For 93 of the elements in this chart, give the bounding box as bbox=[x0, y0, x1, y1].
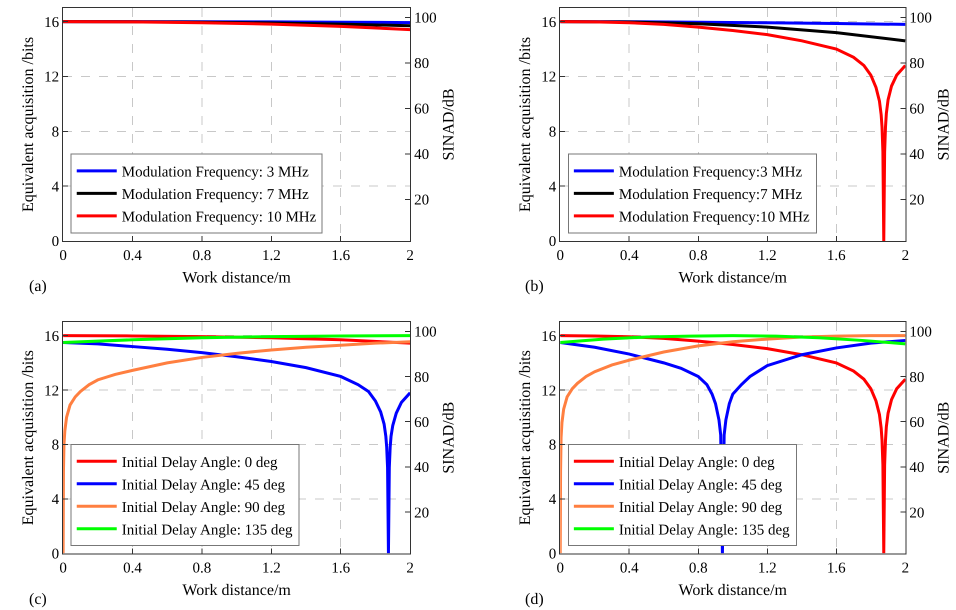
y2-tick-label: 100 bbox=[414, 10, 437, 27]
x-tick-label: 2 bbox=[406, 248, 414, 264]
y2-axis-title: SINAD/dB bbox=[440, 88, 458, 160]
y2-axis-title: SINAD/dB bbox=[936, 88, 953, 160]
x-tick-label: 1.6 bbox=[331, 248, 351, 264]
y2-tick-label: 80 bbox=[414, 370, 430, 386]
line-series bbox=[560, 334, 906, 346]
y2-tick-label: 40 bbox=[414, 460, 430, 476]
x-tick-label: 1.6 bbox=[331, 560, 351, 576]
legend-label: Modulation Frequency: 10 MHz bbox=[122, 210, 317, 226]
x-tick-label: 0.4 bbox=[620, 248, 640, 264]
x-tick-label: 0.8 bbox=[688, 248, 708, 264]
legend-label: Initial Delay Angle: 45 deg bbox=[618, 478, 783, 494]
text: (d) bbox=[525, 591, 544, 608]
y-tick-label: 8 bbox=[548, 438, 556, 454]
legend-label: Initial Delay Angle: 90 deg bbox=[618, 500, 783, 516]
text: (a) bbox=[29, 278, 47, 295]
x-tick-label: 0.4 bbox=[123, 248, 142, 264]
x-tick-label: 1.2 bbox=[262, 560, 281, 576]
x-tick-label: 1.6 bbox=[826, 248, 846, 264]
x-axis-title: Work distance/m bbox=[182, 270, 292, 287]
y2-tick-label: 40 bbox=[909, 460, 924, 476]
y-tick-label: 12 bbox=[44, 383, 60, 400]
x-tick-label: 0.4 bbox=[123, 560, 142, 576]
x-tick-label: 1.2 bbox=[758, 248, 777, 264]
y2-tick-label: 80 bbox=[909, 56, 924, 72]
y2-tick-label: 100 bbox=[909, 324, 932, 341]
x-tick-label: 2 bbox=[902, 248, 910, 264]
legend-label: Modulation Frequency:3 MHz bbox=[618, 164, 803, 181]
y-tick-label: 8 bbox=[52, 438, 60, 454]
legend-label: Initial Delay Angle: 45 deg bbox=[122, 478, 286, 494]
y-tick-label: 4 bbox=[548, 492, 557, 508]
x-axis-title: Work distance/m bbox=[678, 270, 788, 287]
x-tick-label: 2 bbox=[406, 560, 414, 576]
y2-tick-label: 40 bbox=[414, 147, 430, 164]
y2-axis-title: SINAD/dB bbox=[936, 402, 953, 474]
legend-label: Modulation Frequency: 3 MHz bbox=[122, 164, 310, 181]
legend-label: Initial Delay Angle: 0 deg bbox=[122, 455, 278, 472]
y2-tick-label: 60 bbox=[414, 414, 430, 431]
legend-label: Modulation Frequency:7 MHz bbox=[618, 187, 803, 204]
y-tick-label: 4 bbox=[52, 179, 60, 196]
legend-label: Initial Delay Angle: 135 deg bbox=[122, 522, 294, 539]
line-series bbox=[560, 20, 906, 241]
y-tick-label: 8 bbox=[548, 124, 556, 141]
y2-tick-label: 60 bbox=[909, 102, 924, 118]
y2-tick-label: 80 bbox=[909, 370, 924, 386]
y-tick-label: 12 bbox=[541, 70, 556, 86]
y2-tick-label: 60 bbox=[414, 102, 430, 118]
y-tick-label: 0 bbox=[548, 234, 556, 250]
x-tick-label: 1.2 bbox=[262, 248, 281, 264]
y-axis-title: Equivalent acquisition /bits bbox=[20, 36, 37, 212]
x-tick-label: 0.8 bbox=[192, 560, 212, 576]
y-tick-label: 0 bbox=[52, 234, 60, 250]
x-tick-label: 2 bbox=[902, 560, 910, 576]
y-tick-label: 16 bbox=[44, 328, 60, 345]
y-tick-label: 0 bbox=[548, 546, 556, 563]
text: (b) bbox=[525, 278, 544, 295]
y-tick-label: 8 bbox=[52, 124, 60, 141]
x-axis-title: Work distance/m bbox=[182, 582, 292, 599]
y-tick-label: 16 bbox=[541, 328, 557, 345]
line-series bbox=[63, 20, 410, 32]
y-axis-title: Equivalent acquisition /bits bbox=[20, 350, 37, 526]
y2-tick-label: 20 bbox=[414, 192, 430, 209]
y-tick-label: 4 bbox=[548, 179, 557, 196]
y2-tick-label: 20 bbox=[909, 192, 924, 209]
y-tick-label: 12 bbox=[44, 70, 60, 86]
x-tick-label: 0.4 bbox=[620, 560, 640, 576]
x-tick-label: 0.8 bbox=[688, 560, 708, 576]
y2-tick-label: 40 bbox=[909, 147, 924, 164]
y2-tick-label: 100 bbox=[414, 324, 437, 341]
y2-tick-label: 100 bbox=[909, 10, 932, 27]
legend-label: Modulation Frequency: 7 MHz bbox=[122, 187, 310, 204]
text: (c) bbox=[29, 591, 47, 608]
legend-label: Modulation Frequency:10 MHz bbox=[618, 210, 810, 226]
y2-tick-label: 60 bbox=[909, 414, 924, 431]
y-tick-label: 12 bbox=[541, 383, 556, 400]
x-tick-label: 1.6 bbox=[826, 560, 846, 576]
y2-tick-label: 20 bbox=[909, 505, 924, 522]
y2-axis-title: SINAD/dB bbox=[440, 402, 458, 474]
y-tick-label: 0 bbox=[52, 546, 60, 563]
legend-label: Initial Delay Angle: 0 deg bbox=[618, 455, 776, 472]
legend-label: Initial Delay Angle: 135 deg bbox=[618, 522, 790, 539]
y-axis-title: Equivalent acquisition /bits bbox=[517, 350, 534, 526]
legend-label: Initial Delay Angle: 90 deg bbox=[122, 500, 286, 516]
y-axis-title: Equivalent acquisition /bits bbox=[517, 36, 534, 212]
y-tick-label: 16 bbox=[541, 14, 557, 31]
y-tick-label: 4 bbox=[52, 492, 60, 508]
x-tick-label: 1.2 bbox=[758, 560, 777, 576]
x-axis-title: Work distance/m bbox=[678, 582, 788, 599]
x-tick-label: 0.8 bbox=[192, 248, 212, 264]
y2-tick-label: 20 bbox=[414, 505, 430, 522]
y-tick-label: 16 bbox=[44, 14, 60, 31]
y2-tick-label: 80 bbox=[414, 56, 430, 72]
